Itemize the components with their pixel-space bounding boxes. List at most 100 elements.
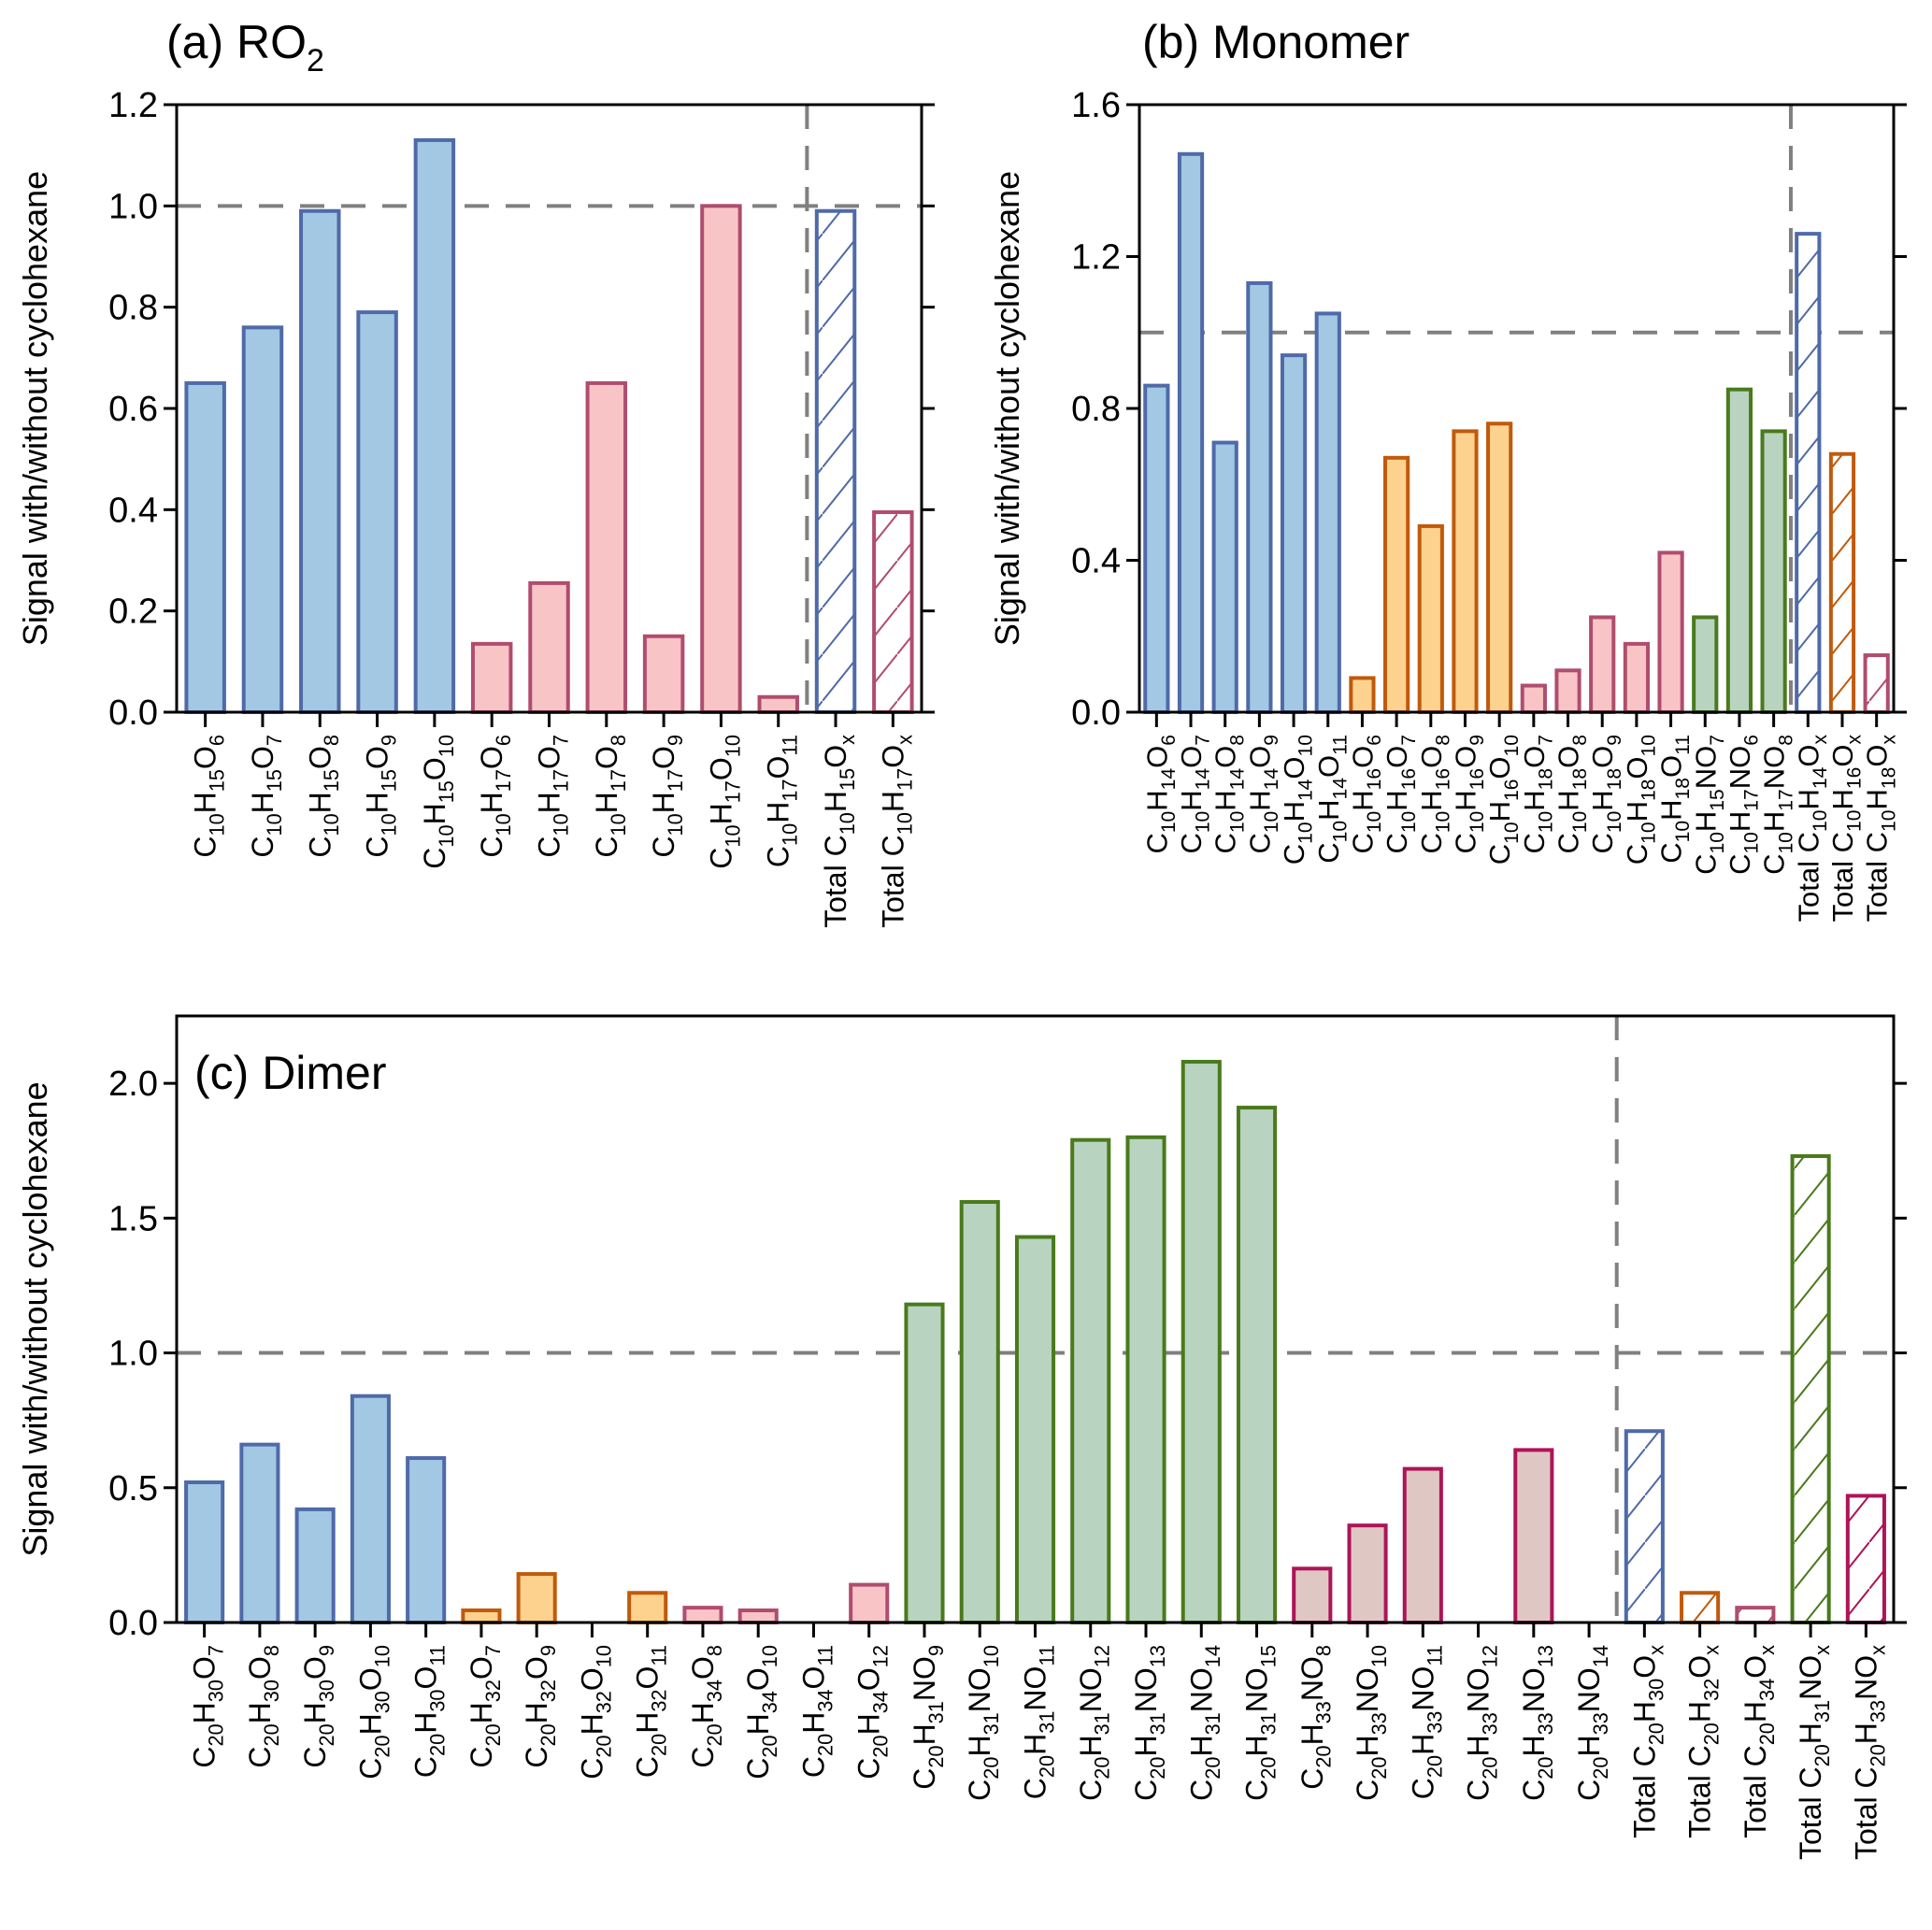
x-tick-label: C10H16O10 — [1483, 735, 1523, 865]
x-tick-label: Total C20H31NOx — [1794, 1645, 1834, 1860]
x-tick-label: C10H17O7 — [533, 735, 573, 858]
x-tick-label: C10H17NO6 — [1724, 735, 1763, 875]
x-tick-label: Total C10H16Ox — [1826, 735, 1866, 922]
bar — [904, 1302, 945, 1624]
bar — [1845, 1494, 1886, 1625]
y-tick-label: 1.0 — [108, 1335, 158, 1374]
bar — [1211, 440, 1238, 714]
plot-frame — [175, 1014, 1896, 1624]
x-tick-label: C20H31NO15 — [1240, 1645, 1281, 1801]
x-tick-label: C20H34O11 — [796, 1645, 837, 1778]
panel-title: (c) Dimer — [194, 1047, 387, 1099]
x-tick-label: C10H18O9 — [1586, 735, 1625, 854]
y-tick-label: 0.2 — [108, 593, 158, 632]
plot-frame — [175, 103, 923, 714]
bar — [516, 1572, 557, 1624]
bar — [757, 694, 799, 714]
bar — [1486, 422, 1513, 714]
x-tick-label: C10H16O8 — [1415, 735, 1454, 854]
bar — [239, 1442, 280, 1625]
bar — [461, 1608, 502, 1625]
x-tick-label: C20H30O9 — [298, 1645, 338, 1768]
bar — [682, 1606, 723, 1624]
bar — [1125, 1135, 1166, 1625]
bar — [1402, 1466, 1443, 1624]
bar — [849, 1582, 890, 1625]
panel-ro2: (a) RO2 Signal with/without cyclohexane 0.… — [16, 16, 935, 928]
x-tick-label: C10H15O10 — [418, 735, 458, 869]
x-tick-label: Total C20H33NOx — [1849, 1645, 1889, 1860]
bar — [1657, 550, 1684, 714]
y-tick-label: 0.0 — [108, 1604, 158, 1643]
x-tick-label: C20H31NO14 — [1184, 1645, 1224, 1801]
bar — [1181, 1060, 1222, 1624]
x-tick-label: C20H33NO14 — [1572, 1645, 1612, 1801]
x-tick-label: C10H17O8 — [590, 735, 630, 858]
bar — [1383, 455, 1410, 714]
bar — [406, 1456, 447, 1624]
bar — [1795, 232, 1822, 714]
y-tick-label: 2.0 — [108, 1065, 158, 1104]
bar — [642, 634, 685, 714]
x-tick-label: C10H18O11 — [1655, 735, 1695, 864]
x-tick-label: C20H30O8 — [243, 1645, 283, 1768]
bar — [1143, 383, 1170, 714]
x-tick-label: Total C20H30Ox — [1627, 1645, 1667, 1838]
bar — [1624, 1429, 1665, 1625]
bar — [1452, 429, 1479, 714]
x-tick-label: C10H17O10 — [704, 735, 744, 869]
bar — [356, 310, 398, 714]
bar — [241, 325, 284, 714]
x-tick-label: C10H18O8 — [1553, 735, 1592, 854]
y-axis-label: Signal with/without cyclohexane — [16, 1081, 54, 1556]
x-tick-label: C20H32O9 — [520, 1645, 560, 1768]
x-tick-label: C20H31NO13 — [1129, 1645, 1169, 1801]
panel-title: (b) Monomer — [1142, 16, 1410, 68]
bar — [1417, 523, 1444, 714]
x-tick-label: C10H14O10 — [1278, 735, 1317, 865]
bar — [1314, 311, 1341, 714]
bar — [184, 380, 226, 714]
y-tick-label: 0.4 — [1071, 542, 1121, 581]
bar — [294, 1507, 336, 1625]
bar — [1790, 1153, 1831, 1624]
y-tick-label: 0.4 — [108, 491, 158, 530]
bar — [470, 641, 513, 714]
y-tick-label: 0.6 — [108, 390, 158, 429]
x-tick-label: C10H14O7 — [1175, 735, 1214, 854]
x-tick-label: C10H15O8 — [303, 735, 343, 858]
bar — [1520, 683, 1547, 714]
y-tick-label: 1.2 — [1071, 238, 1121, 278]
x-tick-label: C20H30O7 — [188, 1645, 228, 1768]
x-tick-label: C20H31NO11 — [1019, 1645, 1059, 1799]
x-tick-label: C20H34O8 — [686, 1645, 726, 1768]
bar — [700, 204, 742, 715]
bar — [814, 208, 857, 714]
x-tick-label: C10H14O8 — [1209, 735, 1249, 854]
x-tick-label: C10H14O11 — [1312, 735, 1352, 864]
x-tick-label: Total C10H15Ox — [819, 735, 859, 928]
panel-title: (a) RO2 — [166, 16, 324, 79]
x-tick-label: C20H31NO10 — [963, 1645, 1003, 1801]
panel-dimer: (c) Dimer Signal with/without cyclohexane… — [16, 1014, 1907, 1860]
y-axis-label: Signal with/without cyclohexane — [988, 171, 1026, 646]
x-tick-label: C20H31NO9 — [908, 1645, 948, 1790]
plot-frame — [1138, 103, 1896, 714]
bar — [1236, 1106, 1278, 1625]
x-tick-label: C20H31NO12 — [1074, 1645, 1114, 1801]
bar — [737, 1608, 779, 1625]
x-tick-label: C10H17O9 — [647, 735, 687, 858]
x-tick-label: C10H18O10 — [1621, 735, 1660, 865]
bar — [1760, 429, 1787, 714]
x-tick-label: C10H17NO8 — [1758, 735, 1797, 875]
y-tick-label: 0.5 — [108, 1469, 158, 1508]
x-tick-label: C10H15NO7 — [1689, 735, 1728, 875]
y-tick-label: 0.0 — [1071, 693, 1121, 733]
bar — [1177, 151, 1205, 714]
x-tick-label: C20H34O12 — [852, 1645, 893, 1780]
bar — [872, 510, 914, 715]
x-tick-label: C20H32O10 — [575, 1645, 615, 1780]
bar — [184, 1480, 225, 1625]
y-tick-label: 1.0 — [108, 187, 158, 226]
